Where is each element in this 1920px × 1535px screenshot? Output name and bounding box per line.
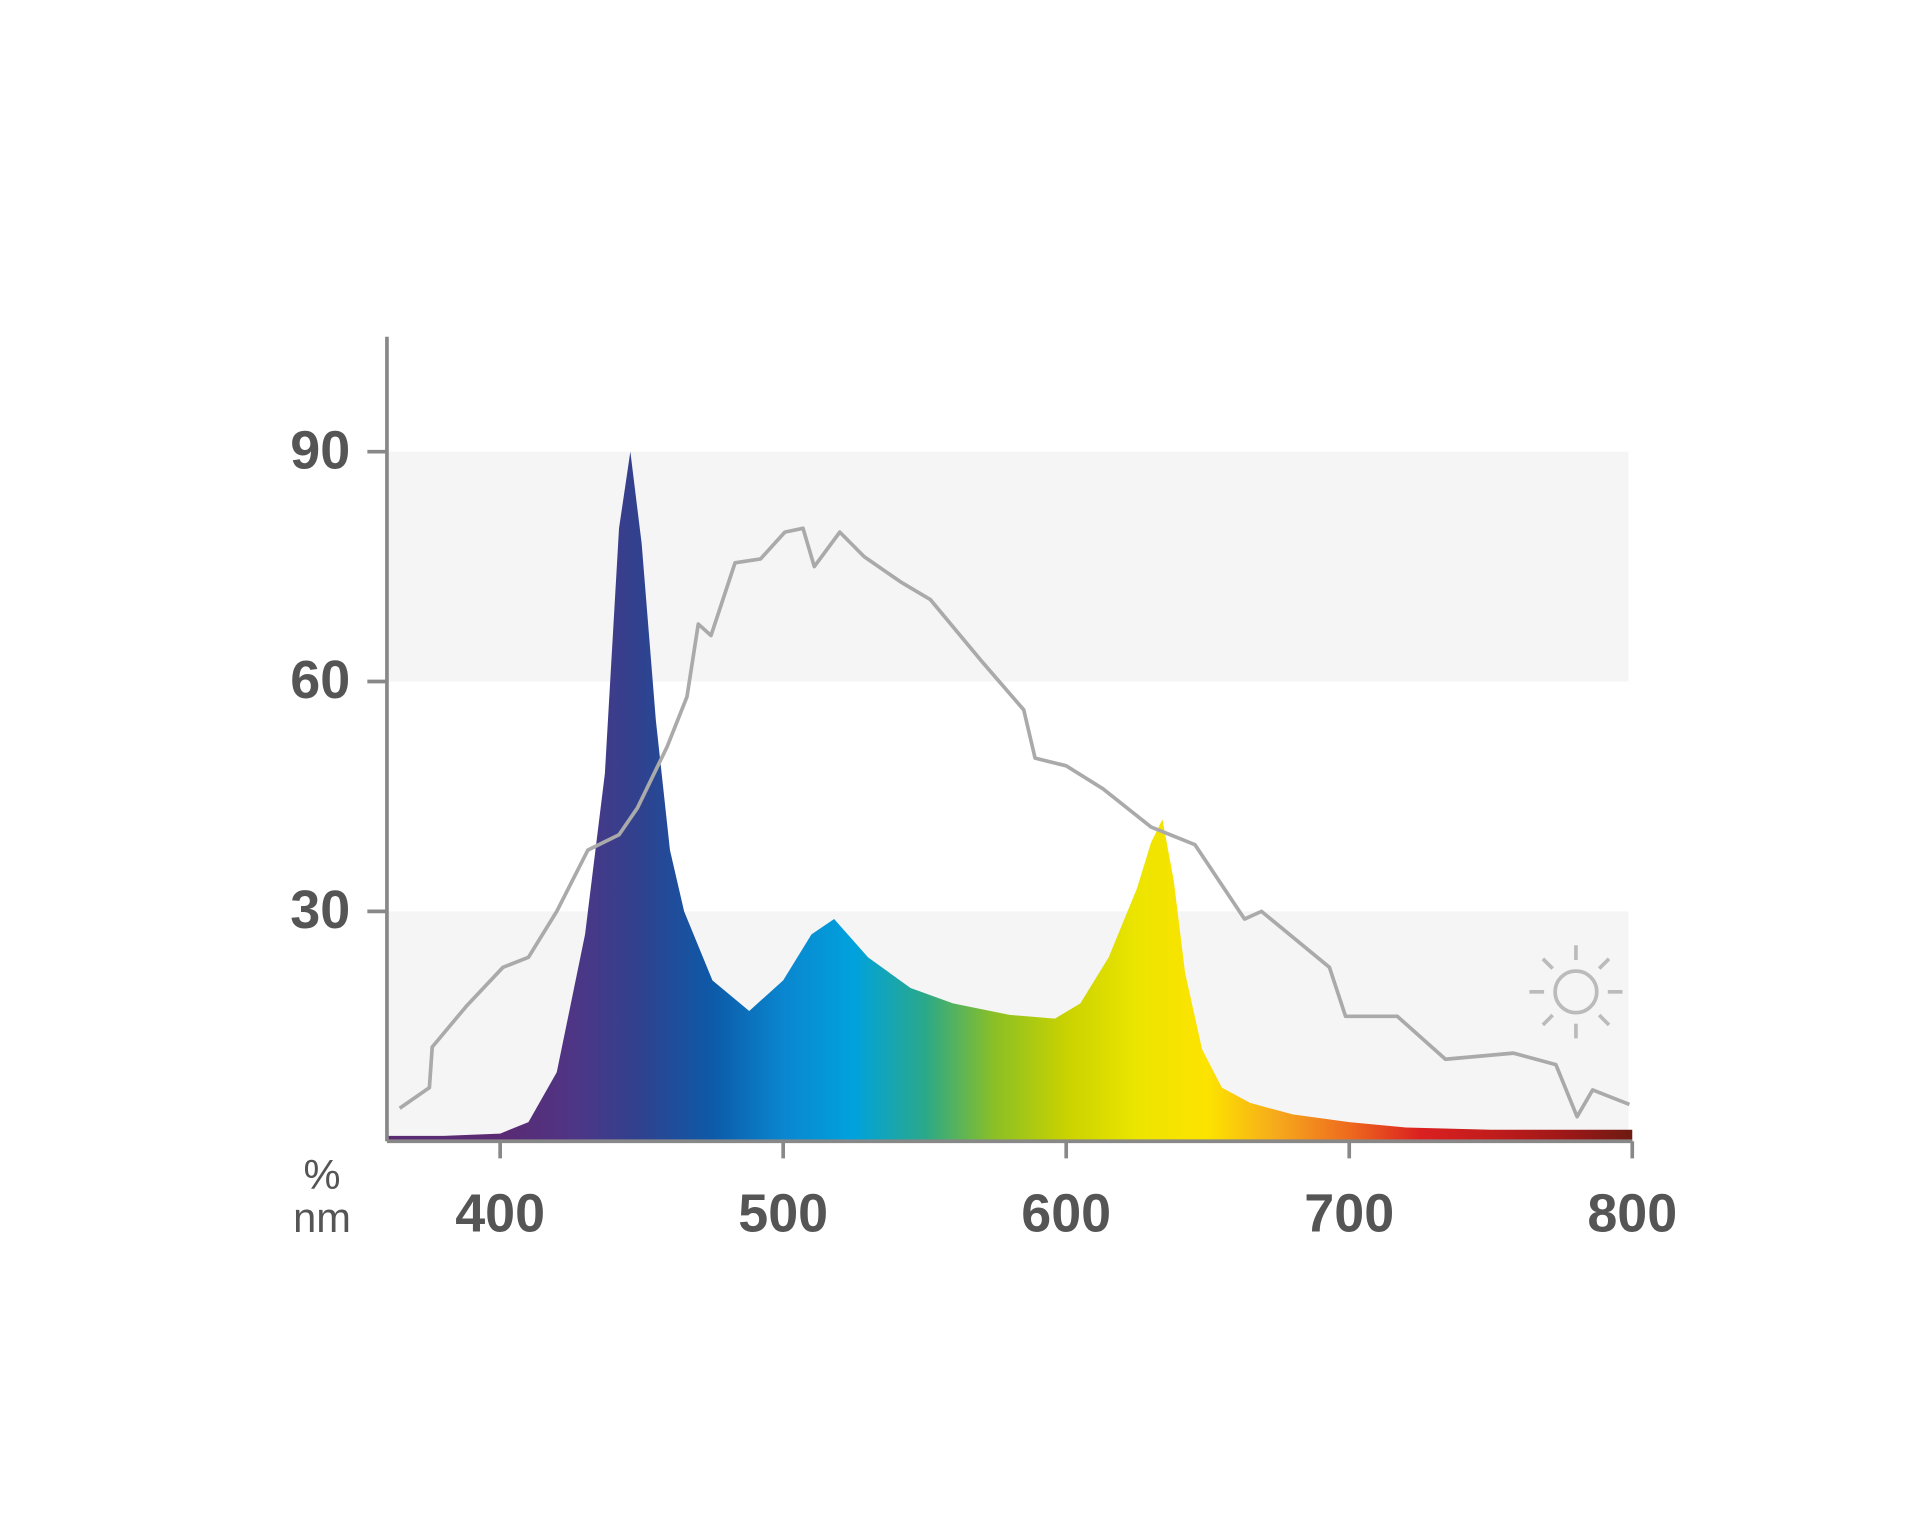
y-unit: % bbox=[304, 1151, 341, 1198]
x-tick-label: 400 bbox=[455, 1183, 545, 1243]
axes: 30 60 90 400 500 600 700 800 bbox=[290, 336, 1677, 1243]
x-tick-label: 500 bbox=[738, 1183, 828, 1243]
x-tick-label: 800 bbox=[1587, 1183, 1677, 1243]
x-unit: nm bbox=[293, 1194, 351, 1241]
y-tick-label: 30 bbox=[290, 880, 350, 940]
sunlight-line bbox=[398, 526, 1631, 1119]
y-tick-label: 60 bbox=[290, 650, 350, 710]
spectrum-area bbox=[386, 451, 1633, 1142]
grid-band bbox=[386, 451, 1629, 682]
x-tick-label: 700 bbox=[1304, 1183, 1394, 1243]
marks bbox=[386, 451, 1633, 1142]
x-tick-label: 600 bbox=[1021, 1183, 1111, 1243]
y-tick-label: 90 bbox=[290, 420, 350, 480]
sun-icon bbox=[1529, 945, 1623, 1039]
chart-body: 30 60 90 400 500 600 700 800 % nm bbox=[290, 336, 1677, 1243]
